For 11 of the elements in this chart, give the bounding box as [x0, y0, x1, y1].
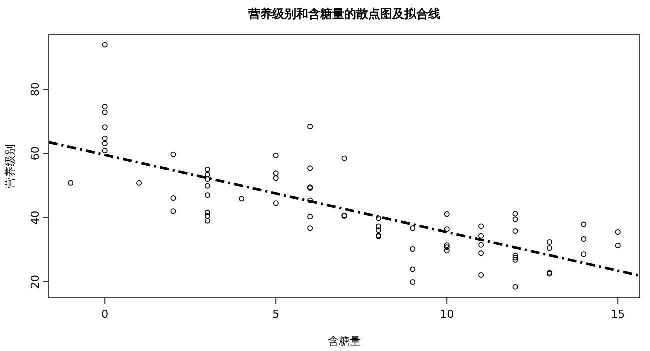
x-tick-label: 5 — [272, 308, 280, 321]
y-tick-label: 40 — [29, 210, 42, 225]
chart-title: 营养级别和含糖量的散点图及拟合线 — [248, 7, 440, 21]
x-tick-label: 15 — [611, 308, 626, 321]
x-tick-label: 10 — [440, 308, 454, 321]
y-axis-title: 营养级别 — [4, 144, 17, 188]
x-tick-label: 0 — [102, 308, 109, 321]
y-tick-label: 60 — [29, 146, 42, 161]
y-tick-label: 80 — [29, 82, 42, 97]
y-tick-label: 20 — [29, 274, 42, 289]
x-axis-title: 含糖量 — [328, 335, 361, 348]
